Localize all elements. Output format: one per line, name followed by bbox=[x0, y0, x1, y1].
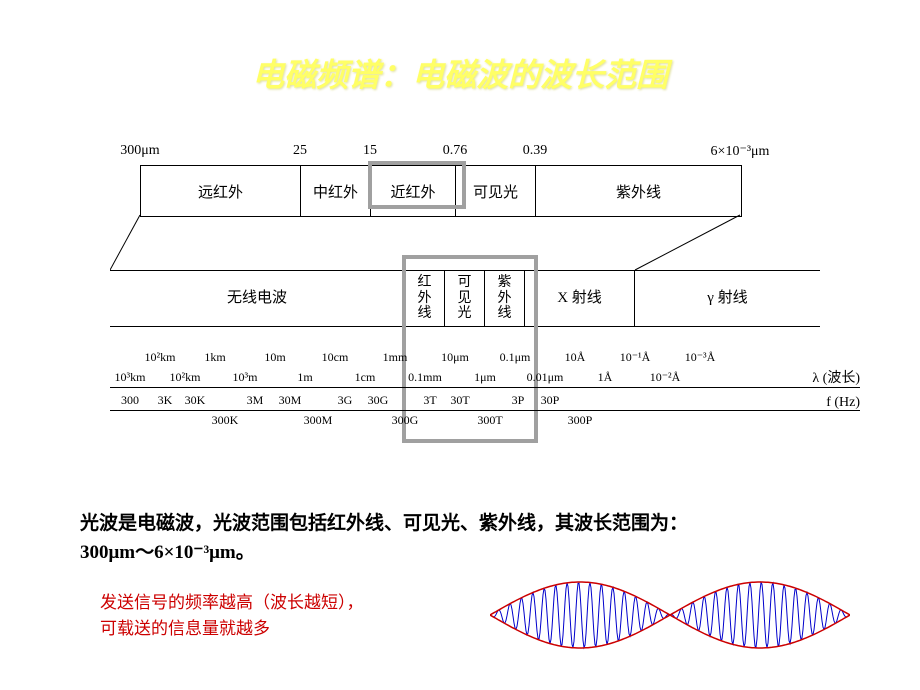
highlight-optical bbox=[402, 255, 538, 443]
scale-tick: 30G bbox=[368, 393, 389, 408]
scale-tick: 0.01μm bbox=[527, 370, 564, 385]
scale-tick: 10³m bbox=[233, 370, 258, 385]
scale-tick: 300T bbox=[477, 413, 502, 428]
scale-tick: 10²km bbox=[145, 350, 176, 365]
scale-tick: 1m bbox=[297, 370, 312, 385]
body-text-line2: 300μm～6×10⁻³μm。 bbox=[80, 542, 255, 563]
scale-tick: 0.1μm bbox=[500, 350, 531, 365]
top-seg: 远红外 bbox=[141, 166, 301, 216]
top-seg: 可见光 bbox=[456, 166, 536, 216]
scale-tick: 1cm bbox=[355, 370, 376, 385]
page-title: 电磁频谱：电磁波的波长范围 bbox=[0, 50, 920, 96]
top-seg: 紫外线 bbox=[536, 166, 741, 216]
body-text: 光波是电磁波，光波范围包括红外线、可见光、紫外线，其波长范围为： 300μm～6… bbox=[80, 510, 840, 567]
wavelength-axis-label: λ (波长) bbox=[812, 367, 860, 387]
frequency-axis-label: f (Hz) bbox=[826, 395, 860, 411]
scale-tick: 3K bbox=[158, 393, 173, 408]
scale-tick: 10μm bbox=[441, 350, 469, 365]
top-tick-label: 15 bbox=[363, 143, 377, 159]
top-tick-label: 6×10⁻³μm bbox=[711, 143, 770, 160]
scale-tick: 3G bbox=[338, 393, 353, 408]
body-text-line1: 光波是电磁波，光波范围包括红外线、可见光、紫外线，其波长范围为： bbox=[80, 513, 688, 534]
scale-tick: 300G bbox=[392, 413, 419, 428]
frequency-axis-line bbox=[110, 410, 860, 411]
top-seg: 中红外 bbox=[301, 166, 371, 216]
scale-tick: 1μm bbox=[474, 370, 496, 385]
scale-tick: 300M bbox=[304, 413, 333, 428]
scale-tick: 30M bbox=[279, 393, 302, 408]
scale-tick: 300K bbox=[212, 413, 239, 428]
main-seg: γ 射线 bbox=[635, 271, 820, 326]
scale-tick: 10⁻³Å bbox=[685, 350, 716, 365]
scale-tick: 3M bbox=[247, 393, 264, 408]
red-note: 发送信号的频率越高（波长越短）， 可载送的信息量就越多 bbox=[100, 590, 364, 641]
highlight-near-ir bbox=[368, 161, 466, 209]
scale-tick: 10Å bbox=[565, 350, 586, 365]
scale-tick: 3P bbox=[512, 393, 525, 408]
red-note-line1: 发送信号的频率越高（波长越短）， bbox=[100, 593, 364, 612]
wavelength-axis-line bbox=[110, 387, 860, 388]
top-tick-label: 300μm bbox=[120, 143, 159, 159]
main-seg: X 射线 bbox=[525, 271, 635, 326]
scale-tick: 3T bbox=[423, 393, 436, 408]
scale-tick: 1km bbox=[204, 350, 225, 365]
spectrum-diagram: 300μm25150.760.396×10⁻³μm 远红外中红外近红外可见光紫外… bbox=[110, 135, 820, 465]
scale-tick: 30P bbox=[541, 393, 560, 408]
scale-tick: 0.1mm bbox=[408, 370, 442, 385]
top-tick-label: 0.76 bbox=[443, 143, 468, 159]
scale-tick: 30T bbox=[450, 393, 469, 408]
scale-tick: 10³km bbox=[115, 370, 146, 385]
top-tick-label: 25 bbox=[293, 143, 307, 159]
modulated-wave-icon bbox=[490, 580, 850, 650]
scale-tick: 10⁻¹Å bbox=[620, 350, 651, 365]
scale-tick: 10²km bbox=[170, 370, 201, 385]
scale-tick: 1Å bbox=[598, 370, 613, 385]
scale-tick: 300P bbox=[568, 413, 593, 428]
scale-tick: 10m bbox=[264, 350, 285, 365]
scale-tick: 10cm bbox=[322, 350, 349, 365]
top-tick-label: 0.39 bbox=[523, 143, 548, 159]
scale-tick: 10⁻²Å bbox=[650, 370, 681, 385]
scale-tick: 300 bbox=[121, 393, 139, 408]
scale-tick: 1mm bbox=[383, 350, 408, 365]
scale-tick: 30K bbox=[185, 393, 206, 408]
red-note-line2: 可载送的信息量就越多 bbox=[100, 619, 270, 638]
main-seg: 无线电波 bbox=[110, 271, 405, 326]
